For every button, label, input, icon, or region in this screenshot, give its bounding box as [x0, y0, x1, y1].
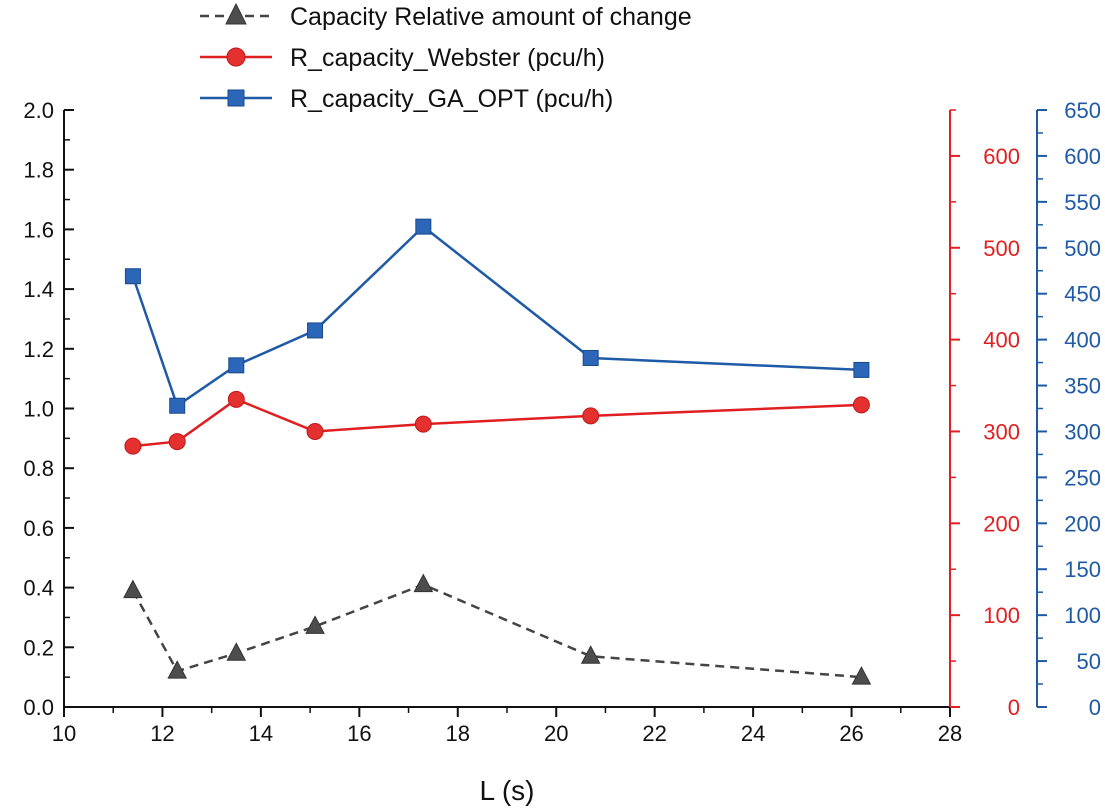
- data-point-webster: [582, 407, 600, 425]
- left-axis-ticks: 0.0 0.2 0.4 0.6 0.8 1.0 1.2 1.4 1.6 1.8 2.0: [23, 98, 74, 720]
- left-tick-label: 0.4: [23, 576, 54, 601]
- x-tick-label: 28: [938, 721, 962, 746]
- legend-entry-capacity-change: Capacity Relative amount of change: [200, 2, 692, 31]
- right-axis-ticks-webster: 0 100 200 300 400 500 600: [950, 109, 1020, 720]
- data-point-webster: [124, 437, 142, 455]
- right-tick-label-ga-opt: 450: [1064, 282, 1101, 307]
- x-axis-ticks: 10 12 14 16 18 20 22 24 26 28: [52, 707, 962, 746]
- right-tick-label-ga-opt: 650: [1064, 98, 1101, 123]
- series-layer: [123, 218, 872, 685]
- right-tick-label-webster: 100: [983, 603, 1020, 628]
- data-point-capacity-change: [580, 645, 601, 664]
- x-tick-label: 24: [741, 721, 765, 746]
- data-point-capacity-change: [226, 642, 247, 661]
- left-tick-label: 0.8: [23, 456, 54, 481]
- data-point-webster: [227, 390, 245, 408]
- x-axis-title: L (s): [480, 775, 535, 806]
- x-tick-label: 20: [544, 721, 568, 746]
- right-tick-label-ga-opt: 0: [1089, 695, 1101, 720]
- right-axis-ticks-ga-opt: 0 50 100 150 200 250 300 350 400 450 500 550 600 650: [1037, 98, 1101, 720]
- legend-entry-webster: R_capacity_Webster (pcu/h): [200, 44, 605, 72]
- x-tick-label: 26: [839, 721, 863, 746]
- legend-label-webster: R_capacity_Webster (pcu/h): [290, 44, 605, 72]
- left-tick-label: 1.0: [23, 397, 54, 422]
- right-tick-label-webster: 300: [983, 419, 1020, 444]
- legend: Capacity Relative amount of change R_cap…: [200, 2, 692, 113]
- x-tick-label: 18: [446, 721, 470, 746]
- x-tick-label: 22: [642, 721, 666, 746]
- legend-label-capacity-change: Capacity Relative amount of change: [290, 3, 692, 31]
- data-point-capacity-change: [305, 615, 325, 634]
- data-point-ga-opt: [307, 322, 324, 339]
- data-point-capacity-change: [851, 666, 872, 685]
- x-tick-label: 16: [347, 721, 371, 746]
- data-point-ga-opt: [124, 268, 141, 285]
- left-tick-label: 1.4: [23, 277, 54, 302]
- data-point-ga-opt: [169, 397, 186, 414]
- right-tick-label-webster: 200: [983, 511, 1020, 536]
- x-tick-label: 12: [150, 721, 174, 746]
- right-tick-label-ga-opt: 500: [1064, 236, 1101, 261]
- right-tick-label-webster: 400: [983, 328, 1020, 353]
- data-point-ga-opt: [228, 357, 245, 374]
- series-line-ga-opt: [131, 224, 862, 408]
- left-tick-label: 0.6: [23, 516, 54, 541]
- right-tick-label-ga-opt: 400: [1064, 328, 1101, 353]
- right-tick-label-ga-opt: 300: [1064, 419, 1101, 444]
- x-tick-label: 10: [52, 721, 76, 746]
- right-tick-label-ga-opt: 150: [1064, 557, 1101, 582]
- right-tick-label-webster: 600: [983, 144, 1020, 169]
- left-tick-label: 2.0: [23, 98, 54, 123]
- legend-entry-ga-opt: R_capacity_GA_OPT (pcu/h): [200, 85, 613, 113]
- right-tick-label-ga-opt: 250: [1064, 465, 1101, 490]
- data-point-ga-opt: [582, 349, 599, 366]
- right-tick-label-ga-opt: 50: [1077, 649, 1101, 674]
- right-tick-label-ga-opt: 550: [1064, 190, 1101, 215]
- right-tick-label-webster: 500: [983, 236, 1020, 261]
- left-tick-label: 1.2: [23, 337, 54, 362]
- data-point-webster: [414, 415, 432, 433]
- data-point-webster: [852, 396, 870, 414]
- data-point-capacity-change: [413, 573, 434, 593]
- data-point-ga-opt: [415, 218, 432, 235]
- right-tick-label-ga-opt: 600: [1064, 144, 1101, 169]
- right-tick-label-ga-opt: 100: [1064, 603, 1101, 628]
- left-tick-label: 0.2: [23, 635, 54, 660]
- right-tick-label-ga-opt: 200: [1064, 511, 1101, 536]
- data-point-ga-opt: [853, 361, 870, 378]
- triangle-icon: [225, 2, 247, 25]
- left-tick-label: 0.0: [23, 695, 54, 720]
- series-line-webster: [132, 397, 862, 448]
- series-line-capacity-change: [131, 583, 862, 679]
- left-tick-label: 1.8: [23, 158, 54, 183]
- x-tick-label: 14: [249, 721, 273, 746]
- data-point-webster: [168, 433, 186, 451]
- data-point-capacity-change: [123, 579, 143, 599]
- circle-icon: [226, 47, 246, 67]
- data-point-webster: [306, 422, 324, 440]
- square-icon: [227, 89, 245, 107]
- right-tick-label-ga-opt: 350: [1064, 374, 1101, 399]
- data-point-capacity-change: [167, 660, 188, 679]
- legend-label-ga-opt: R_capacity_GA_OPT (pcu/h): [290, 85, 613, 113]
- right-tick-label-webster: 0: [1008, 695, 1020, 720]
- left-tick-label: 1.6: [23, 217, 54, 242]
